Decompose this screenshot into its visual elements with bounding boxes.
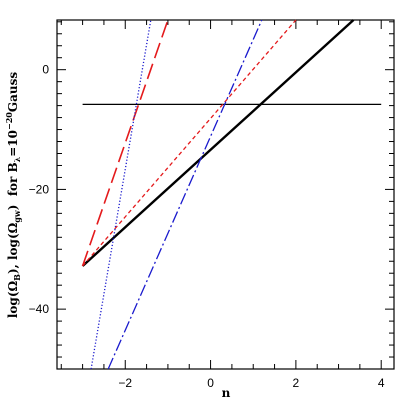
y-title-part4: =10 bbox=[6, 130, 20, 157]
y-title-part3: ) for B bbox=[6, 162, 20, 210]
y-tick-label: 0 bbox=[42, 63, 49, 77]
axis-ticks bbox=[57, 20, 394, 370]
series-line-dotted bbox=[90, 19, 152, 370]
y-tick-label: −20 bbox=[29, 182, 50, 196]
series-lines bbox=[81, 19, 382, 370]
y-title-sub1: B bbox=[12, 274, 22, 281]
y-title-part1: log(Ω bbox=[6, 280, 20, 318]
y-title-sub3: λ bbox=[12, 156, 22, 162]
y-title-sup4: −20 bbox=[4, 112, 14, 130]
series-line-short-dash bbox=[82, 19, 297, 267]
series-line-solid-thick bbox=[81, 19, 355, 267]
y-tick-label: −40 bbox=[29, 302, 50, 316]
y-title-sub2: gw bbox=[12, 209, 22, 223]
series-line-dash-dot bbox=[107, 19, 263, 370]
tick-labels: −2 0 2 40−20−40 bbox=[29, 63, 385, 390]
y-axis-title: log(ΩB), log(Ωgw) for Bλ=10−20Gauss bbox=[4, 72, 22, 318]
y-title-part2: ), log(Ω bbox=[6, 222, 20, 274]
series-line-long-dash bbox=[81, 19, 169, 267]
plot-frame bbox=[56, 19, 395, 370]
x-tick-label: 4 bbox=[378, 376, 385, 390]
x-tick-label: 2 bbox=[293, 376, 300, 390]
x-tick-label: 0 bbox=[207, 376, 214, 390]
x-tick-label: −2 bbox=[118, 376, 132, 390]
x-axis-title: n bbox=[222, 386, 231, 400]
y-title-part5: Gauss bbox=[6, 72, 20, 113]
